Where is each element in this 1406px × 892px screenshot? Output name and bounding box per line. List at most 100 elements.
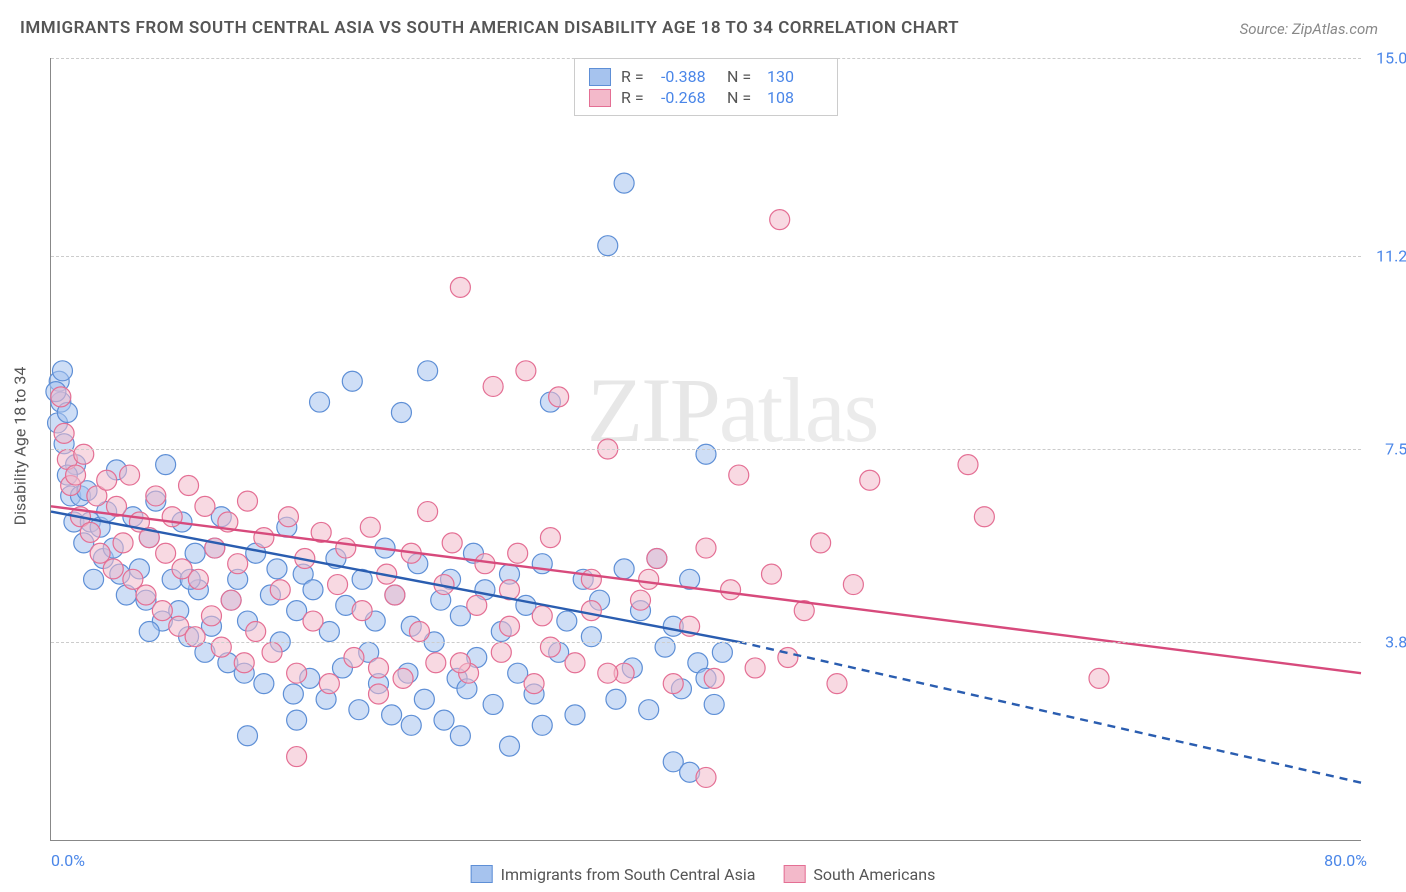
source-attribution: Source: ZipAtlas.com	[1240, 20, 1378, 38]
data-point-sca	[267, 559, 287, 579]
data-point-sam	[211, 637, 231, 657]
legend-swatch-sam	[783, 865, 805, 883]
y-tick-label: 3.8%	[1369, 632, 1406, 651]
data-point-sca	[303, 580, 323, 600]
data-point-sam	[393, 668, 413, 688]
data-point-sam	[450, 653, 470, 673]
source-value: ZipAtlas.com	[1292, 20, 1378, 38]
legend-n-label: N =	[727, 88, 757, 107]
data-point-sam	[262, 642, 282, 662]
data-point-sam	[179, 475, 199, 495]
data-point-sam	[426, 653, 446, 673]
data-point-sam	[696, 767, 716, 787]
y-tick-label: 11.2%	[1369, 247, 1406, 266]
data-point-sam	[185, 627, 205, 647]
data-point-sam	[540, 528, 560, 548]
data-point-sca	[532, 715, 552, 735]
data-point-sam	[156, 543, 176, 563]
data-point-sca	[639, 700, 659, 720]
legend-r-label: R =	[621, 88, 651, 107]
data-point-sca	[434, 710, 454, 730]
data-point-sam	[598, 663, 618, 683]
data-point-sam	[97, 470, 117, 490]
legend-swatch-sca	[471, 865, 493, 883]
legend-item-sam: South Americans	[783, 865, 935, 884]
data-point-sam	[201, 606, 221, 626]
data-point-sam	[228, 554, 248, 574]
data-point-sam	[696, 538, 716, 558]
data-point-sam	[360, 517, 380, 537]
data-point-sca	[483, 694, 503, 714]
data-point-sam	[221, 590, 241, 610]
data-point-sca	[283, 684, 303, 704]
data-point-sam	[352, 601, 372, 621]
data-point-sam	[344, 648, 364, 668]
data-point-sca	[254, 674, 274, 694]
legend-n-value-sam: 108	[767, 88, 823, 107]
y-axis-title: Disability Age 18 to 34	[11, 367, 30, 526]
data-point-sam	[54, 423, 74, 443]
data-point-sam	[663, 674, 683, 694]
legend-name-sam: South Americans	[813, 865, 935, 884]
grid-line	[51, 449, 1361, 450]
data-point-sam	[195, 496, 215, 516]
data-point-sam	[745, 658, 765, 678]
data-point-sam	[467, 595, 487, 615]
data-point-sca	[84, 569, 104, 589]
grid-line	[51, 642, 1361, 643]
data-point-sam	[51, 387, 71, 407]
data-point-sam	[860, 470, 880, 490]
data-point-sam	[136, 585, 156, 605]
data-point-sam	[66, 465, 86, 485]
legend-r-value-sca: -0.388	[661, 67, 717, 86]
y-tick-label: 7.5%	[1369, 440, 1406, 459]
data-point-sam	[152, 601, 172, 621]
data-point-sca	[606, 689, 626, 709]
trendline-dash-sca	[739, 642, 1361, 783]
data-point-sca	[342, 371, 362, 391]
data-point-sam	[631, 590, 651, 610]
data-point-sca	[238, 726, 258, 746]
data-point-sam	[188, 569, 208, 589]
legend-n-label: N =	[727, 67, 757, 86]
data-point-sam	[409, 621, 429, 641]
data-point-sam	[516, 361, 536, 381]
data-point-sca	[139, 621, 159, 641]
grid-line	[51, 256, 1361, 257]
data-point-sam	[336, 538, 356, 558]
x-axis-min-label: 0.0%	[51, 851, 85, 870]
data-point-sam	[491, 642, 511, 662]
data-point-sam	[500, 616, 520, 636]
data-point-sam	[74, 444, 94, 464]
data-point-sam	[254, 528, 274, 548]
legend-r-label: R =	[621, 67, 651, 86]
data-point-sam	[385, 585, 405, 605]
data-point-sam	[120, 465, 140, 485]
data-point-sam	[450, 277, 470, 297]
chart-title: IMMIGRANTS FROM SOUTH CENTRAL ASIA VS SO…	[20, 18, 959, 38]
data-point-sam	[549, 387, 569, 407]
data-point-sam	[369, 658, 389, 678]
legend-row-sca: R =-0.388N =130	[589, 67, 823, 86]
data-point-sam	[234, 653, 254, 673]
data-point-sam	[238, 491, 258, 511]
correlation-legend: R =-0.388N =130R =-0.268N =108	[574, 58, 838, 116]
data-point-sam	[328, 575, 348, 595]
data-point-sam	[704, 668, 724, 688]
data-point-sca	[310, 392, 330, 412]
legend-r-value-sam: -0.268	[661, 88, 717, 107]
data-point-sca	[712, 642, 732, 662]
data-point-sca	[565, 705, 585, 725]
data-point-sam	[80, 522, 100, 542]
data-point-sam	[319, 674, 339, 694]
data-point-sca	[401, 715, 421, 735]
data-point-sam	[246, 621, 266, 641]
data-point-sam	[974, 507, 994, 527]
data-point-sam	[827, 674, 847, 694]
source-label: Source:	[1240, 20, 1289, 38]
data-point-sca	[418, 361, 438, 381]
data-point-sam	[524, 674, 544, 694]
data-point-sca	[704, 694, 724, 714]
series-legend: Immigrants from South Central AsiaSouth …	[471, 865, 936, 884]
x-axis-max-label: 80.0%	[1324, 851, 1367, 870]
